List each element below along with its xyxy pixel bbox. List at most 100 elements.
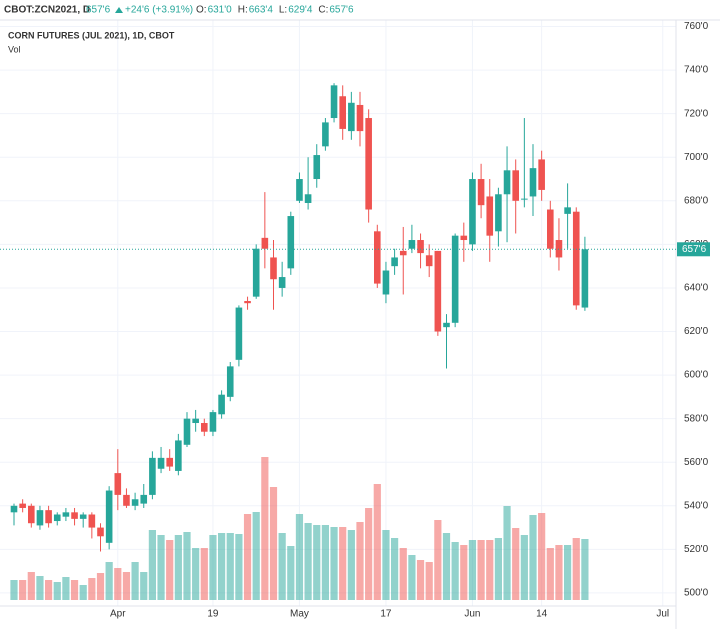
candle-body — [555, 240, 563, 258]
volume-bar — [512, 528, 520, 600]
change: +24'6 (+3.91%) — [125, 5, 193, 16]
volume-bar — [226, 533, 234, 600]
volume-bar — [53, 582, 61, 600]
volume-bar — [399, 548, 407, 600]
x-tick-label: 19 — [207, 609, 219, 620]
x-tick-label: May — [290, 609, 309, 620]
ohlc-key: O: — [196, 5, 207, 16]
y-tick-label: 600'0 — [684, 370, 709, 381]
volume-bar — [564, 545, 572, 600]
x-tick-label: 14 — [536, 609, 548, 620]
candle-body — [469, 179, 476, 245]
header: CBOT:ZCN2021, D 657'6 +24'6 (+3.91%) O: 6… — [4, 5, 354, 16]
candle-body — [218, 394, 225, 415]
volume-bar — [442, 533, 451, 600]
candle-body — [348, 102, 355, 132]
candle-body — [460, 235, 468, 241]
volume-bar — [278, 533, 286, 600]
candle-layer — [10, 83, 589, 552]
last-price: 657'6 — [86, 5, 111, 16]
volume-bar — [19, 580, 27, 600]
volume-bar — [529, 515, 537, 600]
volume-bar — [460, 545, 468, 600]
candle-body — [572, 211, 580, 306]
candle-body — [512, 170, 519, 201]
candle-body — [149, 457, 156, 495]
volume-bar — [520, 535, 528, 600]
volume-bar — [131, 562, 139, 600]
volume-bar — [10, 580, 18, 600]
candle-body — [322, 122, 329, 147]
candle-body — [330, 85, 338, 119]
volume-bar — [88, 578, 96, 600]
candle-body — [244, 301, 251, 304]
candle-body — [339, 96, 346, 129]
volume-bar — [235, 534, 243, 600]
candle-body — [278, 277, 286, 288]
y-tick-label: 680'0 — [684, 195, 709, 206]
y-tick-label: 520'0 — [684, 544, 709, 555]
candle-body — [62, 512, 70, 517]
candle-body — [157, 457, 165, 469]
volume-bar — [425, 562, 433, 600]
candle-body — [140, 494, 148, 504]
candle-body — [105, 490, 113, 543]
candle-body — [209, 412, 217, 432]
volume-layer — [10, 457, 589, 600]
grid — [0, 20, 676, 606]
candle-body — [313, 155, 321, 180]
ohlc-key: C: — [318, 5, 328, 16]
x-tick-label: Jun — [464, 609, 480, 620]
candle-body — [270, 257, 277, 280]
candle-body — [201, 423, 208, 432]
candle-body — [538, 159, 545, 190]
volume-bar — [581, 539, 589, 600]
candle-body — [296, 179, 303, 201]
volume-bar — [174, 535, 182, 600]
candle-body — [10, 505, 18, 513]
y-tick-label: 640'0 — [684, 283, 709, 294]
candle-body — [477, 179, 485, 206]
volume-bar — [304, 523, 312, 600]
ohlc-value: 663'4 — [249, 5, 274, 16]
volume-bar — [192, 548, 200, 600]
volume-bar — [183, 532, 191, 600]
candle-body — [192, 418, 199, 424]
ohlc-value: 657'6 — [329, 5, 354, 16]
volume-bar — [572, 538, 580, 600]
y-tick-label: 540'0 — [684, 500, 709, 511]
candle-body — [451, 235, 459, 323]
candle-body — [495, 194, 502, 232]
volume-bar — [166, 540, 174, 600]
volume-bar — [79, 585, 87, 600]
volume-bar — [45, 580, 53, 600]
x-tick-label: 17 — [380, 609, 392, 620]
volume-bar — [70, 580, 79, 600]
volume-bar — [269, 487, 278, 600]
candle-body — [382, 270, 390, 295]
volume-bar — [96, 573, 105, 600]
y-tick-label: 500'0 — [684, 588, 709, 599]
volume-bar — [252, 512, 260, 600]
chart-title: CORN FUTURES (JUL 2021), 1D, CBOT — [8, 30, 175, 40]
volume-bar — [313, 525, 321, 600]
volume-bar — [339, 527, 347, 600]
volume-bar — [546, 548, 554, 600]
candle-body — [97, 527, 104, 537]
volume-bar — [62, 577, 70, 600]
candle-body — [261, 237, 269, 249]
candle-body — [503, 170, 511, 195]
y-tick-label: 580'0 — [684, 413, 709, 424]
candle-body — [175, 440, 182, 471]
volume-bar — [486, 540, 494, 600]
candle-body — [564, 207, 571, 214]
candle-body — [79, 514, 87, 519]
candle-body — [19, 503, 26, 508]
volume-bar — [477, 540, 485, 600]
volume-bar — [451, 542, 459, 600]
candle-body — [408, 240, 416, 249]
y-tick-label: 720'0 — [684, 108, 709, 119]
x-tick-label: Apr — [110, 609, 126, 620]
volume-bar — [494, 538, 502, 600]
up-arrow — [115, 7, 123, 13]
